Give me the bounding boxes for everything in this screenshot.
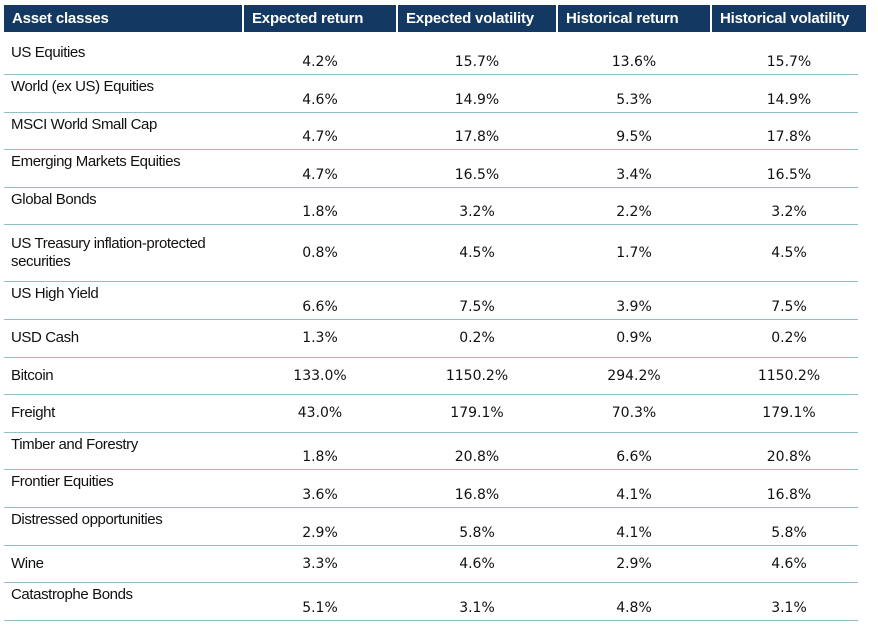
- historical-volatility-value: 15.7%: [766, 54, 812, 70]
- expected-return-value: 0.8%: [302, 245, 338, 262]
- expected-return-value: 133.0%: [293, 367, 347, 384]
- table-row: USD Cash 1.3% 0.2% 0.9% 0.2%: [4, 320, 858, 358]
- asset-name: USD Cash: [11, 329, 79, 347]
- historical-volatility-value: 3.1%: [771, 599, 807, 616]
- expected-volatility-value: 4.6%: [459, 555, 495, 572]
- historical-return-value: 2.2%: [616, 204, 652, 221]
- asset-name: Catastrophe Bonds: [11, 586, 133, 604]
- asset-name: Distressed opportunities: [11, 510, 163, 528]
- expected-volatility-value: 1150.2%: [445, 367, 509, 384]
- table-row: US Treasury inflation-protected securiti…: [4, 225, 858, 283]
- table-row: Wine 3.3% 4.6% 2.9% 4.6%: [4, 546, 858, 584]
- historical-volatility-value: 16.5%: [766, 166, 812, 183]
- expected-volatility-value: 16.8%: [454, 486, 500, 503]
- expected-volatility-value: 7.5%: [459, 298, 495, 315]
- historical-volatility-value: 179.1%: [762, 405, 816, 422]
- historical-return-value: 3.4%: [616, 166, 652, 183]
- table-row: Timber and Forestry 1.8% 20.8% 6.6% 20.8…: [4, 433, 858, 471]
- expected-return-value: 3.3%: [302, 555, 338, 572]
- expected-volatility-value: 3.1%: [459, 599, 495, 616]
- historical-return-value: 1.7%: [616, 245, 652, 262]
- expected-return-value: 2.9%: [302, 524, 338, 541]
- expected-return-value: 43.0%: [297, 405, 343, 422]
- table-row: Bitcoin 133.0% 1150.2% 294.2% 1150.2%: [4, 358, 858, 396]
- asset-name: Bitcoin: [11, 366, 54, 384]
- historical-return-value: 5.3%: [616, 91, 652, 108]
- asset-name: MSCI World Small Cap: [11, 115, 157, 133]
- expected-return-value: 4.6%: [302, 91, 338, 108]
- asset-class-table: Asset classes Expected return Expected v…: [4, 5, 866, 621]
- expected-return-value: 4.2%: [302, 54, 338, 70]
- table-row: US High Yield 6.6% 7.5% 3.9% 7.5%: [4, 282, 858, 320]
- asset-name: Frontier Equities: [11, 473, 114, 491]
- historical-return-value: 294.2%: [607, 367, 661, 384]
- expected-volatility-value: 0.2%: [459, 330, 495, 347]
- expected-volatility-value: 14.9%: [454, 91, 500, 108]
- expected-volatility-value: 179.1%: [450, 405, 504, 422]
- historical-volatility-value: 3.2%: [771, 204, 807, 221]
- historical-return-value: 2.9%: [616, 555, 652, 572]
- asset-name: US Equities: [11, 44, 85, 61]
- header-expected-volatility: Expected volatility: [398, 5, 556, 32]
- historical-return-value: 4.1%: [616, 524, 652, 541]
- expected-volatility-value: 5.8%: [459, 524, 495, 541]
- table-row: Frontier Equities 3.6% 16.8% 4.1% 16.8%: [4, 470, 858, 508]
- expected-return-value: 1.8%: [302, 204, 338, 221]
- table-row: World (ex US) Equities 4.6% 14.9% 5.3% 1…: [4, 75, 858, 113]
- historical-return-value: 9.5%: [616, 129, 652, 146]
- asset-name: US High Yield: [11, 285, 99, 303]
- table-row: Global Bonds 1.8% 3.2% 2.2% 3.2%: [4, 188, 858, 226]
- expected-return-value: 1.3%: [302, 330, 338, 347]
- asset-name: Global Bonds: [11, 190, 97, 208]
- header-expected-return: Expected return: [244, 5, 396, 32]
- expected-volatility-value: 20.8%: [454, 449, 500, 466]
- historical-return-value: 6.6%: [616, 449, 652, 466]
- table-header: Asset classes Expected return Expected v…: [4, 5, 866, 32]
- table-row: Distressed opportunities 2.9% 5.8% 4.1% …: [4, 508, 858, 546]
- historical-volatility-value: 4.5%: [771, 245, 807, 262]
- historical-return-value: 13.6%: [611, 54, 657, 70]
- expected-return-value: 4.7%: [302, 129, 338, 146]
- expected-return-value: 5.1%: [302, 599, 338, 616]
- historical-return-value: 4.8%: [616, 599, 652, 616]
- header-asset-classes: Asset classes: [4, 5, 242, 32]
- table-row: Catastrophe Bonds 5.1% 3.1% 4.8% 3.1%: [4, 583, 858, 621]
- historical-volatility-value: 4.6%: [771, 555, 807, 572]
- historical-volatility-value: 0.2%: [771, 330, 807, 347]
- expected-volatility-value: 16.5%: [454, 166, 500, 183]
- asset-name: Wine: [11, 554, 44, 572]
- expected-return-value: 3.6%: [302, 486, 338, 503]
- historical-volatility-value: 1150.2%: [757, 367, 821, 384]
- asset-name: World (ex US) Equities: [11, 78, 154, 95]
- historical-return-value: 70.3%: [611, 405, 657, 422]
- expected-volatility-value: 4.5%: [459, 245, 495, 262]
- expected-volatility-value: 15.7%: [454, 54, 500, 70]
- expected-return-value: 1.8%: [302, 449, 338, 466]
- expected-return-value: 4.7%: [302, 166, 338, 183]
- historical-volatility-value: 20.8%: [766, 449, 812, 466]
- historical-volatility-value: 5.8%: [771, 524, 807, 541]
- expected-volatility-value: 17.8%: [454, 129, 500, 146]
- expected-return-value: 6.6%: [302, 298, 338, 315]
- table-row: MSCI World Small Cap 4.7% 17.8% 9.5% 17.…: [4, 113, 858, 151]
- header-historical-volatility: Historical volatility: [712, 5, 866, 32]
- asset-name: Emerging Markets Equities: [11, 153, 181, 171]
- table-row: Emerging Markets Equities 4.7% 16.5% 3.4…: [4, 150, 858, 188]
- table-row: Freight 43.0% 179.1% 70.3% 179.1%: [4, 395, 858, 433]
- asset-name: US Treasury inflation-protected securiti…: [11, 235, 206, 271]
- historical-return-value: 3.9%: [616, 298, 652, 315]
- asset-name: Timber and Forestry: [11, 435, 138, 453]
- historical-volatility-value: 14.9%: [766, 91, 812, 108]
- header-historical-return: Historical return: [558, 5, 710, 32]
- table-row: US Equities 4.2% 15.7% 13.6% 15.7%: [4, 41, 858, 75]
- historical-return-value: 0.9%: [616, 330, 652, 347]
- historical-return-value: 4.1%: [616, 486, 652, 503]
- historical-volatility-value: 17.8%: [766, 129, 812, 146]
- expected-volatility-value: 3.2%: [459, 204, 495, 221]
- asset-name: Freight: [11, 404, 55, 422]
- historical-volatility-value: 7.5%: [771, 298, 807, 315]
- historical-volatility-value: 16.8%: [766, 486, 812, 503]
